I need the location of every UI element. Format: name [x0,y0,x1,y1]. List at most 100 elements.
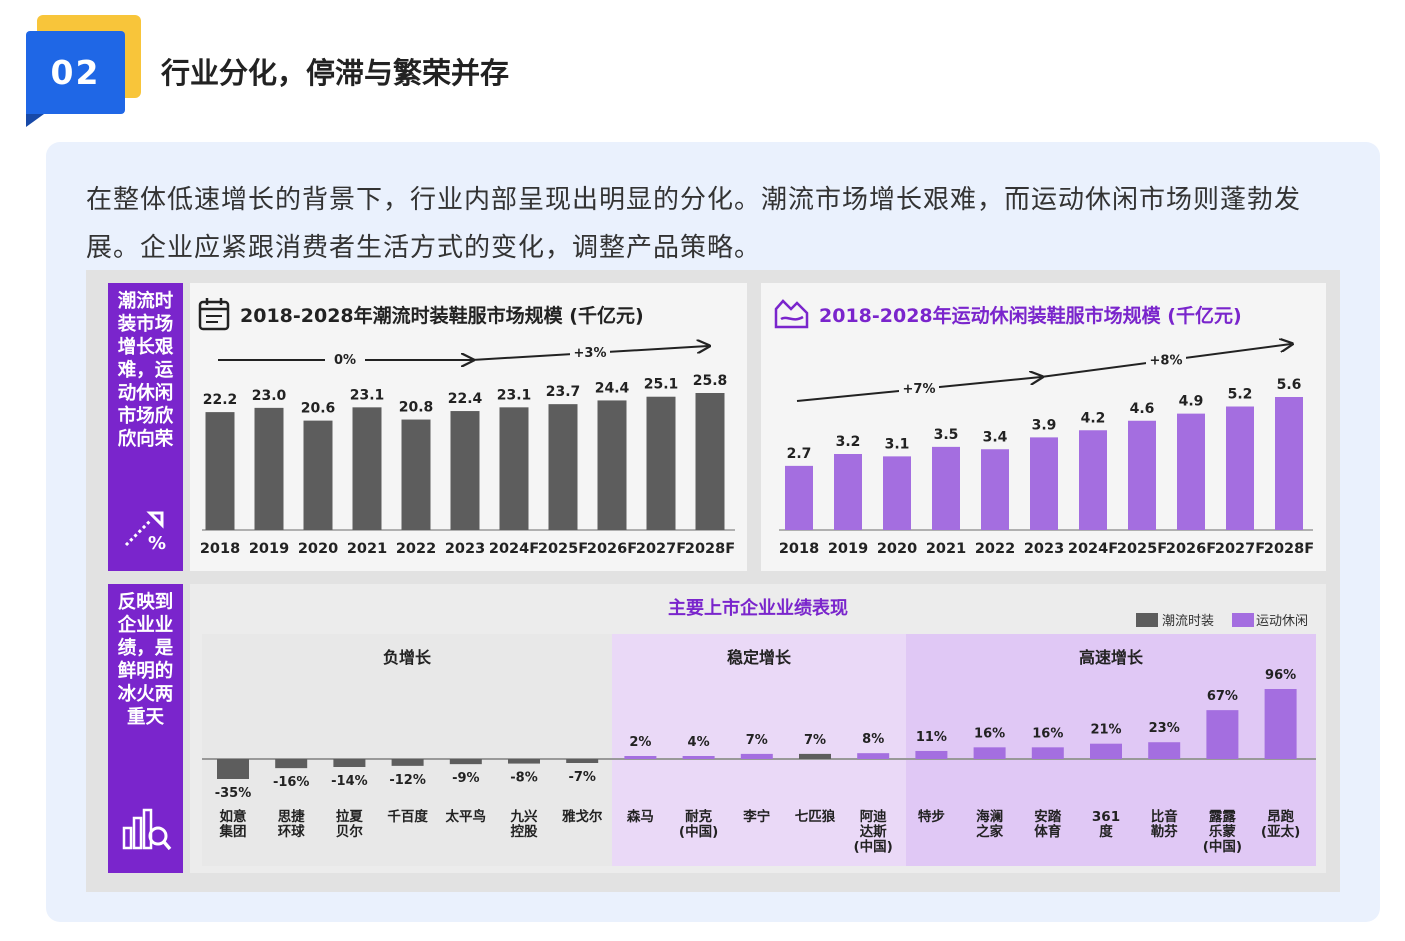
fashion-market-chart: 2018-2028年潮流时装鞋服市场规模 (千亿元) 22.2 2018 23.0 2… [190,283,747,571]
value-label: 20.6 [301,401,336,417]
company-bar [1148,742,1181,759]
bar-2028F [1275,397,1303,530]
company-bar [508,759,540,764]
bar-2018 [205,412,235,530]
value-label: 3.5 [934,427,959,443]
company-bar [973,747,1006,759]
analytics-chart-icon [122,808,172,851]
company-bar [624,756,657,759]
category-label: 2028F [1264,541,1314,557]
category-label: 2023 [1024,541,1064,557]
value-label: -7% [568,770,595,785]
bar-2027F [646,396,676,530]
category-label: 2025F [1117,541,1167,557]
chart-title-companies: 主要上市企业业绩表现 [668,597,848,619]
chart-title-fashion: 2018-2028年潮流时装鞋服市场规模 (千亿元) [240,305,644,327]
bar-2021 [352,407,382,530]
value-label: -35% [215,786,252,801]
company-bar [449,759,482,765]
company-name-label: 千百度 [387,808,428,825]
company-bar [1206,710,1239,759]
badge-tail [26,114,44,127]
growth-label-bg [570,343,610,361]
value-label: 25.1 [644,377,679,393]
company-name-label: 太平鸟 [446,808,487,825]
value-label: 23.0 [252,388,287,404]
company-bar [1031,747,1064,759]
company-bar [566,759,599,763]
value-label: 23% [1149,721,1180,736]
bar-2024F [499,407,529,530]
group-band [202,634,612,866]
bar-2028F [695,393,725,530]
sport-market-chart: 2018-2028年运动休闲装鞋服市场规模 (千亿元) 2.7 2018 3.2 20… [761,283,1326,571]
company-name-label: 露露乐蒙(中国) [1203,809,1242,855]
value-label: 4.2 [1081,410,1106,426]
bar-2023 [450,411,480,530]
chart-title-sport: 2018-2028年运动休闲装鞋服市场规模 (千亿元) [819,305,1242,327]
bar-2026F [1177,413,1205,530]
sidebar-top: 潮流时 装市场 增长艰 难，运 动休闲 市场欣 欣向荣 % [108,283,183,571]
sidebar-bottom-text: 反映到 企业业 绩，是 鲜明的 冰火两 重天 [117,592,174,728]
bar-2019 [254,407,284,530]
company-bar [915,750,948,759]
value-label: 4.6 [1130,401,1155,417]
sidebar-top-text: 潮流时 装市场 增长艰 难，运 动休闲 市场欣 欣向荣 [117,291,174,450]
category-label: 2027F [636,541,686,557]
category-label: 2019 [828,541,868,557]
value-label: -14% [331,774,368,789]
calendar-icon [198,298,230,331]
section-title: 行业分化，停滞与繁荣并存 [161,56,510,90]
value-label: 3.2 [836,434,861,450]
bar-2027F [1226,406,1254,530]
company-bar [682,756,715,759]
value-label: 23.1 [497,387,532,403]
value-label: 24.4 [595,380,630,396]
category-label: 2025F [538,541,588,557]
value-label: 20.8 [399,400,434,416]
bar-2025F [1128,420,1156,530]
value-label: 23.1 [350,387,385,403]
value-label: 11% [916,730,947,745]
value-label: 3.1 [885,436,910,452]
category-label: 2023 [445,541,485,557]
growth-percent-icon: % [124,511,166,551]
mountain-icon [774,299,809,329]
legend-swatch-fashion [1136,613,1158,627]
value-label: 2.7 [787,446,812,462]
company-name-label: 361 度 [1092,809,1120,840]
category-label: 2020 [877,541,917,557]
value-label: -16% [273,775,310,790]
value-label: -8% [510,771,537,786]
company-bar [1090,743,1122,759]
growth-label-bg [1146,350,1186,369]
fashion-bars-svg: 22.2 2018 23.0 2019 20.6 2020 23.1 2021 20.8 2022… [200,283,735,557]
value-label: 3.4 [983,429,1008,445]
company-name-label: 思捷环球 [278,808,305,840]
group-label: 高速增长 [1079,648,1144,667]
company-name-label: 阿迪达斯(中国) [854,808,893,855]
category-label: 2028F [685,541,735,557]
legend-label: 潮流时装 [1162,614,1214,629]
bar-2024F [1079,430,1107,530]
growth-rate-label: 0% [334,353,356,368]
value-label: 25.8 [693,373,728,389]
value-label: 96% [1265,668,1296,683]
value-label: 4% [688,735,710,750]
company-name-label: 七匹狼 [795,808,836,825]
growth-label-bg [325,350,365,368]
value-label: 5.6 [1277,377,1302,393]
value-label: 2% [629,735,651,750]
group-label: 负增长 [383,648,432,667]
value-label: 7% [746,733,768,748]
growth-rate-label: +3% [574,346,607,361]
value-label: 21% [1090,723,1121,738]
company-bar [275,759,308,769]
value-label: 3.9 [1032,417,1057,433]
value-label: 67% [1207,689,1238,704]
category-label: 2024F [1068,541,1118,557]
company-name-label: 海澜之家 [976,808,1004,840]
category-label: 2026F [1166,541,1216,557]
section-number-badge: 02 [26,31,125,114]
bar-2019 [834,454,862,530]
